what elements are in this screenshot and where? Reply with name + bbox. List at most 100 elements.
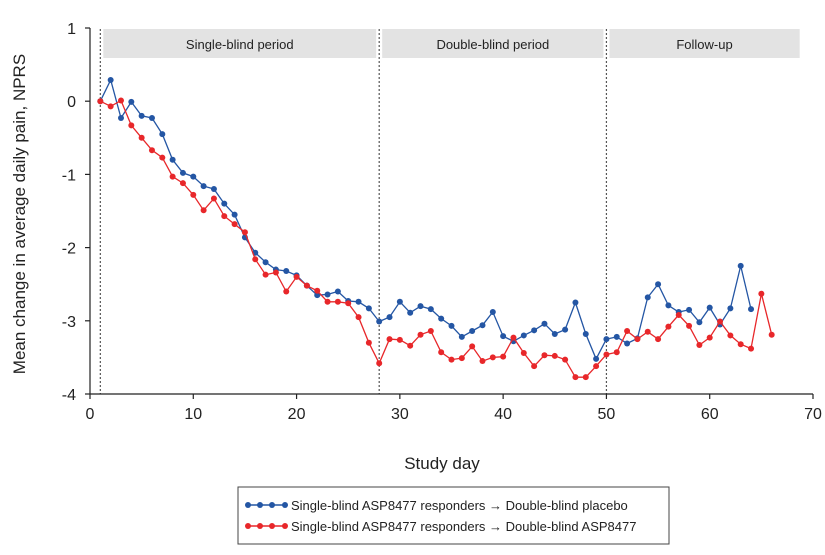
- data-point: [624, 328, 631, 335]
- data-point: [355, 298, 362, 305]
- legend-entry-1: Single-blind ASP8477 responders → Double…: [245, 519, 636, 534]
- data-point: [665, 323, 672, 330]
- x-tick-label: 30: [391, 406, 409, 423]
- data-point: [469, 328, 476, 335]
- legend: Single-blind ASP8477 responders → Double…: [237, 486, 670, 545]
- y-tick-label: -4: [62, 387, 76, 404]
- data-point: [407, 309, 414, 316]
- data-point: [748, 306, 755, 313]
- data-point: [593, 363, 600, 370]
- data-point: [252, 256, 259, 263]
- legend-marker: [269, 502, 275, 508]
- data-point: [768, 331, 775, 338]
- data-point: [159, 154, 166, 161]
- data-point: [324, 291, 331, 298]
- data-point: [159, 131, 166, 138]
- period-dividers: [99, 29, 608, 394]
- data-point: [231, 221, 238, 228]
- data-point: [489, 354, 496, 361]
- x-tick-label: 50: [598, 406, 616, 423]
- y-axis-label: Mean change in average daily pain, NPRS: [10, 54, 29, 374]
- x-tick-label: 60: [701, 406, 719, 423]
- data-point: [696, 341, 703, 348]
- data-point: [376, 360, 383, 367]
- data-point: [128, 122, 135, 129]
- y-tick-label: -1: [62, 167, 76, 184]
- data-point: [438, 349, 445, 356]
- data-point: [458, 355, 465, 362]
- period-label-0: Single-blind period: [186, 37, 294, 52]
- data-point: [675, 311, 682, 318]
- data-point: [396, 298, 403, 305]
- data-point: [283, 288, 290, 295]
- data-point: [314, 287, 321, 294]
- data-point: [613, 333, 620, 340]
- data-point: [241, 229, 248, 236]
- data-point: [448, 322, 455, 329]
- data-point: [500, 333, 507, 340]
- data-point: [479, 322, 486, 329]
- data-point: [541, 352, 548, 359]
- legend-entry-0: Single-blind ASP8477 responders → Double…: [245, 498, 628, 513]
- data-point: [324, 298, 331, 305]
- legend-box: [237, 486, 670, 545]
- data-point: [469, 343, 476, 350]
- data-point: [376, 318, 383, 325]
- data-point: [562, 356, 569, 363]
- period-label-1: Double-blind period: [436, 37, 549, 52]
- data-point: [128, 98, 135, 105]
- data-point: [262, 271, 269, 278]
- data-point: [593, 355, 600, 362]
- data-point: [314, 292, 321, 299]
- data-point: [386, 314, 393, 321]
- data-point: [582, 330, 589, 337]
- data-point: [345, 300, 352, 307]
- data-point: [582, 374, 589, 381]
- legend-marker: [269, 523, 275, 529]
- legend-label: Single-blind ASP8477 responders → Double…: [291, 519, 636, 534]
- data-point: [737, 262, 744, 269]
- y-tick-label: 1: [67, 21, 76, 38]
- data-point: [551, 352, 558, 359]
- data-point: [706, 334, 713, 341]
- x-tick-label: 20: [288, 406, 306, 423]
- y-tick-label: -2: [62, 241, 76, 258]
- data-point: [334, 298, 341, 305]
- data-point: [200, 207, 207, 214]
- data-point: [727, 332, 734, 339]
- legend-marker: [282, 523, 288, 529]
- data-point: [644, 294, 651, 301]
- data-point: [148, 147, 155, 154]
- data-point: [748, 345, 755, 352]
- data-point: [624, 340, 631, 347]
- data-point: [407, 342, 414, 349]
- data-point: [272, 269, 279, 276]
- axes: 10-1-2-3-40 10 20 30 40 50 60 70: [62, 21, 822, 423]
- data-point: [210, 186, 217, 193]
- data-point: [448, 356, 455, 363]
- period-label-2: Follow-up: [676, 37, 732, 52]
- data-point: [572, 374, 579, 381]
- data-point: [210, 195, 217, 202]
- y-tick-label: 0: [67, 94, 76, 111]
- data-point: [231, 211, 238, 218]
- data-point: [221, 213, 228, 220]
- data-point: [169, 173, 176, 180]
- y-tick-label: -3: [62, 314, 76, 331]
- data-point: [665, 302, 672, 309]
- data-point: [510, 334, 517, 341]
- data-point: [148, 115, 155, 122]
- data-point: [221, 200, 228, 207]
- x-tick-label: 0: [86, 406, 95, 423]
- data-point: [686, 306, 693, 313]
- x-tick-label: 10: [184, 406, 202, 423]
- data-point: [644, 328, 651, 335]
- data-point: [727, 305, 734, 312]
- data-point: [283, 268, 290, 275]
- series: [97, 76, 775, 381]
- data-point: [655, 281, 662, 288]
- data-point: [427, 328, 434, 335]
- data-point: [200, 183, 207, 190]
- data-point: [417, 331, 424, 338]
